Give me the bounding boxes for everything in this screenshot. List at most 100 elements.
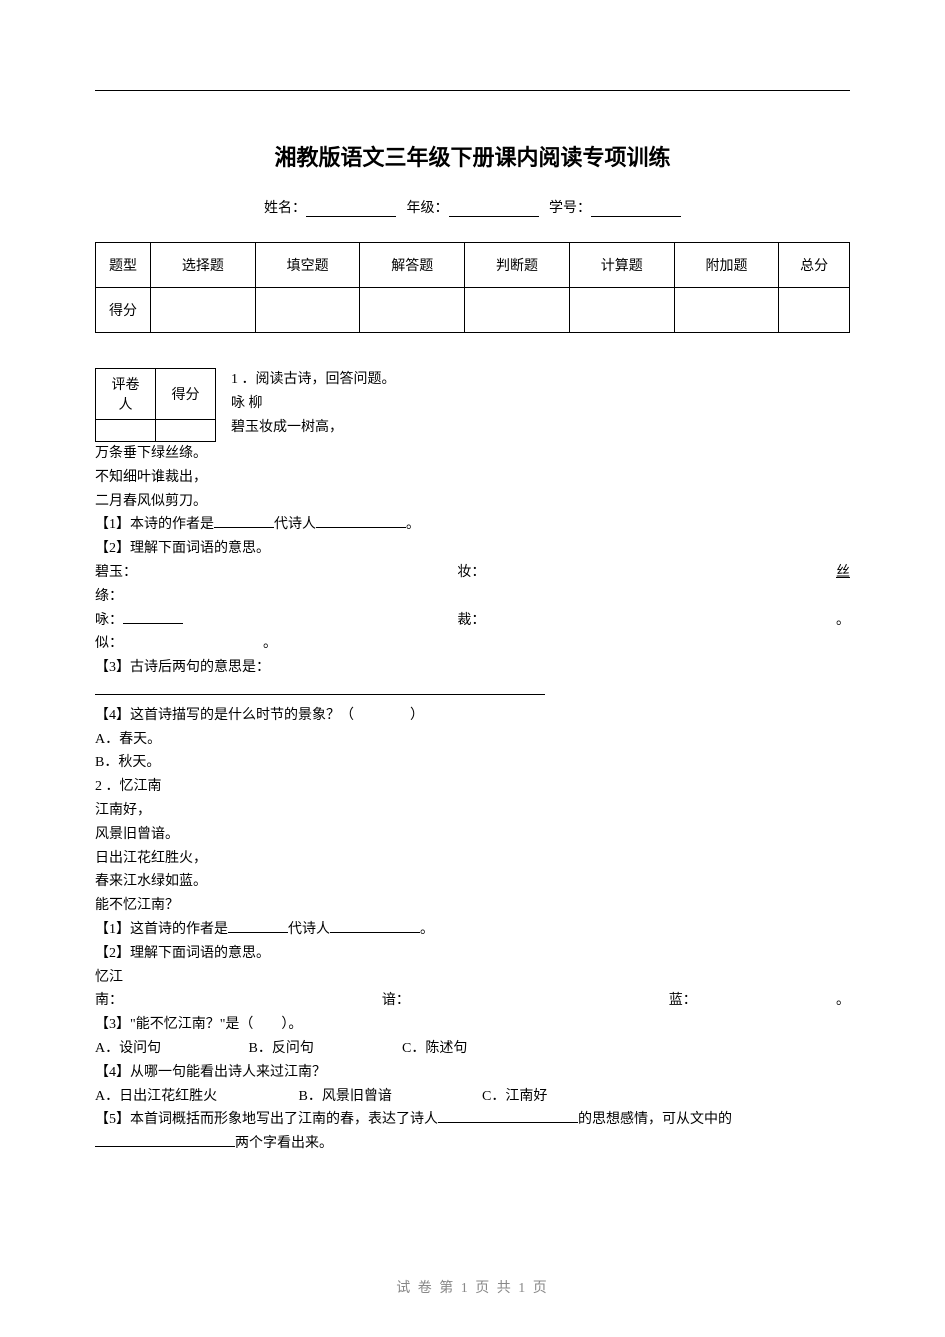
score-cell[interactable]: [156, 420, 216, 442]
grader-table: 评卷人 得分: [95, 368, 216, 442]
blank-author[interactable]: [330, 919, 420, 933]
header-total: 总分: [779, 243, 850, 288]
q2-sub4: 【4】从哪一句能看出诗人来过江南？: [95, 1061, 850, 1085]
score-cell[interactable]: [360, 288, 465, 333]
vocab-si: 似： 。: [95, 632, 850, 656]
vocab-row: 碧玉： 妆： 丝: [95, 561, 850, 585]
header-choice: 选择题: [151, 243, 256, 288]
page-footer: 试 卷 第 1 页 共 1 页: [0, 1277, 945, 1297]
q1-optA[interactable]: A．春天。: [95, 728, 850, 752]
q1-sub4: 【4】这首诗描写的是什么时节的景象？（ ）: [95, 704, 850, 728]
q2-sub2: 【2】理解下面词语的意思。: [95, 942, 850, 966]
vocab-row: 南： 谙： 蓝： 。: [95, 989, 850, 1013]
q2-sub5-cont: 两个字看出来。: [95, 1132, 850, 1156]
q2-poem-line: 春来江水绿如蓝。: [95, 870, 850, 894]
score-label: 得分: [156, 369, 216, 420]
text: 【1】这首诗的作者是: [95, 922, 228, 937]
student-info-line: 姓名： 年级： 学号：: [95, 197, 850, 217]
text: 两个字看出来。: [235, 1136, 333, 1151]
period: 。: [263, 636, 277, 651]
option-b[interactable]: B．风景旧曾谙: [299, 1085, 479, 1109]
vocab-biyu: 碧玉：: [95, 565, 137, 580]
vocab-cai: 裁：: [457, 613, 485, 628]
grader-label: 评卷人: [96, 369, 156, 420]
vocab-yong: 咏：: [95, 613, 123, 628]
vocab-yijiang-a: 忆江: [95, 966, 850, 990]
vocab-lan: 蓝：: [669, 993, 697, 1008]
q2-sub3: 【3】"能不忆江南？"是（ ）。: [95, 1013, 850, 1037]
score-cell[interactable]: [255, 288, 360, 333]
option-b[interactable]: B．反问句: [249, 1037, 399, 1061]
blank-author[interactable]: [316, 514, 406, 528]
table-row: [96, 420, 216, 442]
text: 【5】本首词概括而形象地写出了江南的春，表达了诗人: [95, 1112, 438, 1127]
vocab-si-label: 似：: [95, 636, 123, 651]
period: 。: [836, 609, 850, 633]
q2-poem-line: 江南好，: [95, 799, 850, 823]
score-cell[interactable]: [674, 288, 779, 333]
score-cell[interactable]: [779, 288, 850, 333]
vocab-zhuang: 妆：: [457, 565, 485, 580]
page-container: 湘教版语文三年级下册课内阅读专项训练 姓名： 年级： 学号： 题型 选择题 填空…: [0, 0, 945, 1156]
option-c[interactable]: C．陈述句: [402, 1037, 467, 1061]
number-label: 学号：: [549, 201, 591, 216]
table-row: 题型 选择题 填空题 解答题 判断题 计算题 附加题 总分: [96, 243, 850, 288]
option-a[interactable]: A．日出江花红胜火: [95, 1085, 295, 1109]
vocab-nan: 南：: [95, 993, 123, 1008]
q1-poem-line: 二月春风似剪刀。: [95, 490, 850, 514]
q2-poem-line: 日出江花红胜火，: [95, 847, 850, 871]
score-cell[interactable]: [465, 288, 570, 333]
vocab-row: 咏： 裁： 。: [95, 609, 850, 633]
vocab-si-part: 丝: [836, 561, 850, 585]
grade-blank[interactable]: [449, 203, 539, 217]
name-label: 姓名：: [264, 201, 306, 216]
text: 。: [406, 517, 420, 532]
text: 代诗人: [288, 922, 330, 937]
q1-poem-line: 不知细叶谁裁出，: [95, 466, 850, 490]
q2-sub5: 【5】本首词概括而形象地写出了江南的春，表达了诗人的思想感情，可从文中的: [95, 1108, 850, 1132]
blank-emotion[interactable]: [438, 1109, 578, 1123]
vocab-an: 谙：: [382, 993, 410, 1008]
option-c[interactable]: C．江南好: [482, 1085, 547, 1109]
q2-sub3-options: A．设问句 B．反问句 C．陈述句: [95, 1037, 850, 1061]
q2-intro: 2 ．忆江南: [95, 775, 850, 799]
number-blank[interactable]: [591, 203, 681, 217]
blank-dynasty[interactable]: [228, 919, 288, 933]
document-title: 湘教版语文三年级下册课内阅读专项训练: [95, 140, 850, 172]
text: 【1】本诗的作者是: [95, 517, 214, 532]
table-row: 得分: [96, 288, 850, 333]
score-table: 题型 选择题 填空题 解答题 判断题 计算题 附加题 总分 得分: [95, 242, 850, 333]
header-answer: 解答题: [360, 243, 465, 288]
q1-sub3: 【3】古诗后两句的意思是：: [95, 656, 850, 680]
blank-dynasty[interactable]: [214, 514, 274, 528]
vocab-sitao: 绦：: [95, 585, 850, 609]
q1-sub1: 【1】本诗的作者是代诗人。: [95, 513, 850, 537]
q1-optB[interactable]: B．秋天。: [95, 751, 850, 775]
blank[interactable]: [123, 610, 183, 624]
header-extra: 附加题: [674, 243, 779, 288]
q1-sub2: 【2】理解下面词语的意思。: [95, 537, 850, 561]
header-fill: 填空题: [255, 243, 360, 288]
answer-line[interactable]: [95, 680, 850, 704]
grade-label: 年级：: [407, 201, 449, 216]
q2-sub1: 【1】这首诗的作者是 代诗人 。: [95, 918, 850, 942]
header-calc: 计算题: [569, 243, 674, 288]
header-type: 题型: [96, 243, 151, 288]
name-blank[interactable]: [306, 203, 396, 217]
text: 。: [420, 922, 434, 937]
q2-poem-line: 风景旧曾谙。: [95, 823, 850, 847]
q2-sub4-options: A．日出江花红胜火 B．风景旧曾谙 C．江南好: [95, 1085, 850, 1109]
period: 。: [836, 989, 850, 1013]
q1-poem-line: 万条垂下绿丝绦。: [95, 442, 850, 466]
content-body: 1 ．阅读古诗，回答问题。 咏 柳 碧玉妆成一树高， 万条垂下绿丝绦。 不知细叶…: [95, 368, 850, 1156]
score-cell[interactable]: [569, 288, 674, 333]
table-row: 评卷人 得分: [96, 369, 216, 420]
header-judge: 判断题: [465, 243, 570, 288]
score-cell[interactable]: [151, 288, 256, 333]
option-a[interactable]: A．设问句: [95, 1037, 245, 1061]
score-label: 得分: [96, 288, 151, 333]
top-rule: [95, 90, 850, 91]
q2-poem-line: 能不忆江南？: [95, 894, 850, 918]
blank-chars[interactable]: [95, 1133, 235, 1147]
grader-cell[interactable]: [96, 420, 156, 442]
